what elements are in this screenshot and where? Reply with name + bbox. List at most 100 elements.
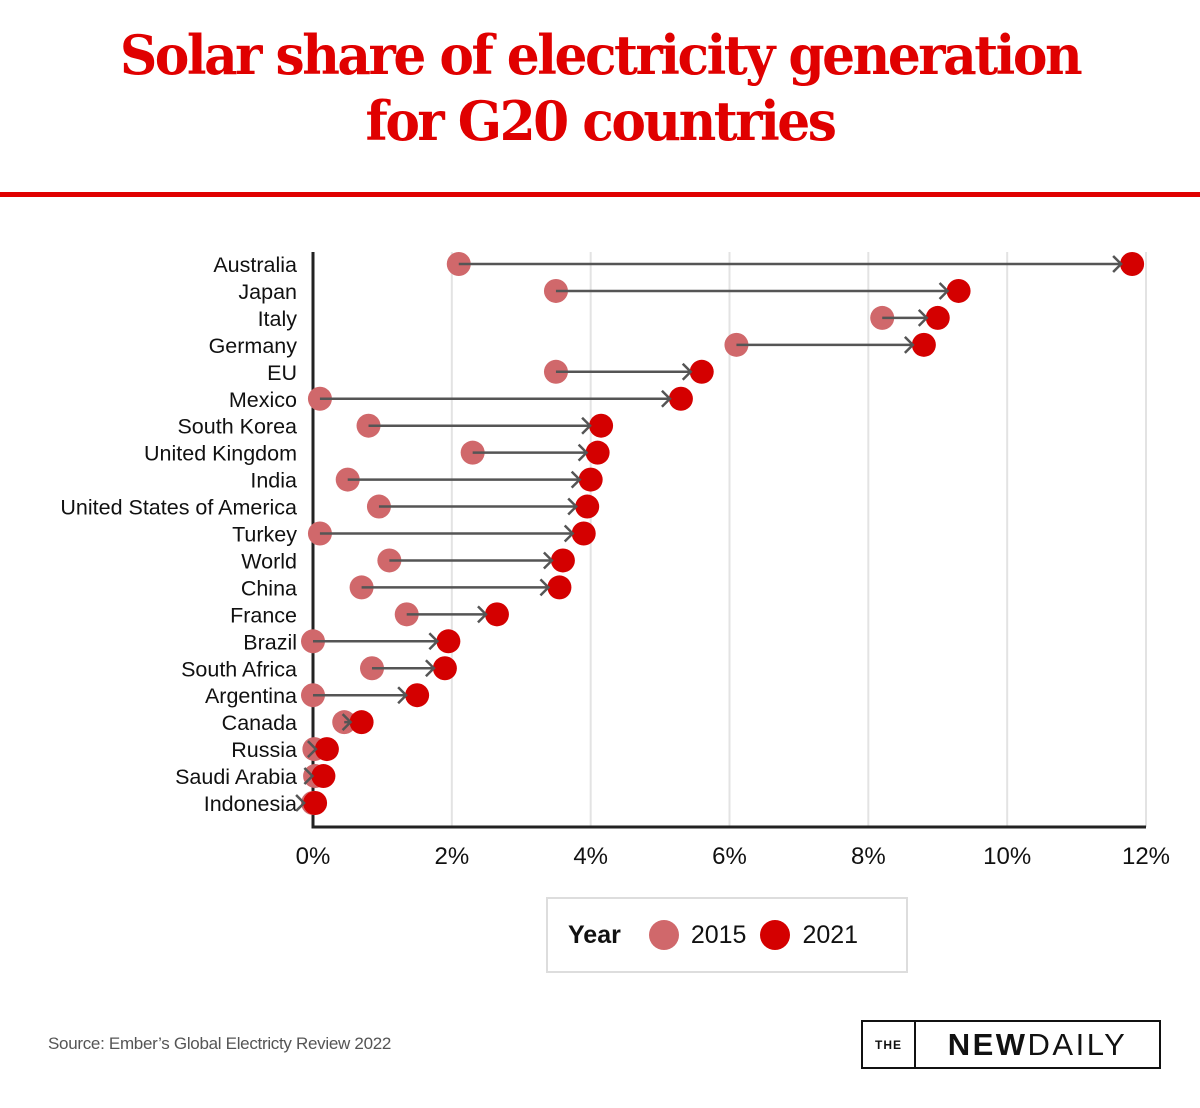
arrowhead-icon bbox=[539, 578, 551, 597]
country-label: Russia bbox=[231, 738, 297, 762]
title-divider bbox=[0, 192, 1200, 197]
row-china bbox=[349, 575, 572, 600]
country-label: Saudi Arabia bbox=[175, 765, 297, 789]
row-russia bbox=[302, 737, 339, 762]
arrowhead-icon bbox=[341, 713, 353, 732]
dot-2021 bbox=[303, 791, 328, 815]
country-label: Italy bbox=[258, 307, 298, 331]
dot-2021 bbox=[689, 359, 714, 384]
x-tick-label: 4% bbox=[573, 843, 608, 870]
dot-2021 bbox=[314, 737, 339, 762]
arrowhead-icon bbox=[917, 309, 929, 327]
dot-2021 bbox=[578, 467, 603, 492]
row-australia bbox=[446, 252, 1145, 276]
country-label: Germany bbox=[209, 334, 298, 358]
dot-2021 bbox=[925, 305, 950, 330]
row-italy bbox=[870, 305, 950, 330]
dot-2021 bbox=[349, 710, 374, 735]
country-label: South Africa bbox=[181, 657, 297, 681]
country-label: Australia bbox=[213, 253, 297, 277]
dot-2021 bbox=[484, 602, 509, 627]
dot-2021 bbox=[946, 278, 971, 303]
country-label: World bbox=[241, 549, 297, 573]
row-germany bbox=[724, 332, 936, 357]
legend-title: Year bbox=[568, 920, 621, 949]
country-label: United States of America bbox=[60, 496, 297, 520]
legend-label-2015: 2015 bbox=[690, 920, 747, 949]
row-south-korea bbox=[356, 413, 614, 438]
dot-2021 bbox=[432, 656, 457, 681]
newdaily-logo: THE NEW DAILY bbox=[861, 1020, 1161, 1069]
dot-2021 bbox=[585, 440, 610, 465]
row-united-kingdom bbox=[460, 440, 610, 465]
country-label: Argentina bbox=[205, 684, 297, 708]
dot-2021 bbox=[550, 548, 575, 573]
arrowhead-icon bbox=[543, 551, 554, 570]
x-tick-label: 10% bbox=[983, 843, 1031, 870]
row-south-africa bbox=[360, 656, 457, 681]
dot-2021 bbox=[436, 629, 461, 654]
arrowhead-icon bbox=[581, 416, 592, 435]
arrowhead-icon bbox=[661, 389, 672, 408]
legend: Year 2015 2021 bbox=[546, 897, 908, 973]
country-label: Indonesia bbox=[204, 792, 297, 816]
x-tick-label: 2% bbox=[434, 843, 469, 870]
x-tick-label: 0% bbox=[296, 843, 331, 870]
x-tick-label: 12% bbox=[1122, 843, 1170, 870]
arrowhead-icon bbox=[938, 282, 950, 300]
gridlines bbox=[450, 252, 1147, 827]
country-label: China bbox=[241, 576, 297, 600]
row-brazil bbox=[301, 629, 461, 654]
x-tick-labels: 0% 2% 4% 6% 8% 10% 12% bbox=[296, 843, 1170, 870]
row-world bbox=[377, 548, 575, 573]
dot-2021 bbox=[575, 494, 600, 519]
row-canada bbox=[332, 710, 374, 735]
dot-2021 bbox=[668, 386, 693, 411]
legend-dot-2021 bbox=[760, 920, 791, 950]
arrowhead-icon bbox=[306, 740, 318, 758]
data-marks bbox=[295, 252, 1145, 815]
row-eu bbox=[543, 359, 714, 384]
x-tick-label: 6% bbox=[712, 843, 747, 870]
logo-the: THE bbox=[863, 1022, 916, 1067]
legend-dot-2015 bbox=[648, 920, 679, 950]
arrowhead-icon bbox=[425, 659, 436, 678]
arrowhead-icon bbox=[295, 794, 306, 812]
arrowhead-icon bbox=[477, 605, 488, 624]
row-turkey bbox=[307, 521, 596, 546]
row-japan bbox=[543, 278, 971, 303]
title-line-1: Solar share of electricity generation bbox=[119, 23, 1083, 87]
arrowhead-icon bbox=[428, 632, 440, 651]
title-line-2: for G20 countries bbox=[365, 89, 837, 153]
dot-2021 bbox=[547, 575, 572, 600]
country-label: Japan bbox=[238, 280, 297, 304]
country-label: United Kingdom bbox=[144, 442, 297, 466]
country-label: India bbox=[250, 469, 297, 493]
row-indonesia bbox=[295, 791, 328, 815]
arrowhead-icon bbox=[570, 470, 582, 489]
dot-2021 bbox=[571, 521, 596, 546]
arrowhead-icon bbox=[903, 335, 915, 354]
chart-title: Solar share of electricity generation fo… bbox=[24, 22, 1176, 154]
country-label: France bbox=[230, 603, 297, 627]
source-note: Source: Ember’s Global Electricty Review… bbox=[48, 1034, 392, 1053]
x-tick-label: 8% bbox=[851, 843, 886, 870]
dumbbell-chart: 0% 2% 4% 6% 8% 10% 12% Australia Japan Italy Germ… bbox=[60, 252, 1170, 870]
country-labels: Australia Japan Italy Germany EU Mexico South … bbox=[60, 253, 297, 816]
row-france bbox=[394, 602, 509, 627]
row-mexico bbox=[307, 386, 693, 411]
legend-label-2021: 2021 bbox=[802, 920, 859, 949]
row-united-states-of-america bbox=[366, 494, 600, 519]
arrowhead-icon bbox=[1112, 255, 1123, 273]
dot-2021 bbox=[911, 332, 936, 357]
dot-2021 bbox=[1120, 252, 1145, 276]
logo-new: NEW bbox=[947, 1026, 1028, 1062]
row-argentina bbox=[301, 683, 430, 708]
logo-daily: DAILY bbox=[1027, 1026, 1128, 1062]
dot-2021 bbox=[589, 413, 614, 438]
country-label: Canada bbox=[222, 711, 297, 735]
arrowhead-icon bbox=[681, 362, 693, 381]
country-label: South Korea bbox=[177, 415, 297, 439]
arrowhead-icon bbox=[567, 497, 578, 516]
arrowhead-icon bbox=[577, 443, 589, 462]
